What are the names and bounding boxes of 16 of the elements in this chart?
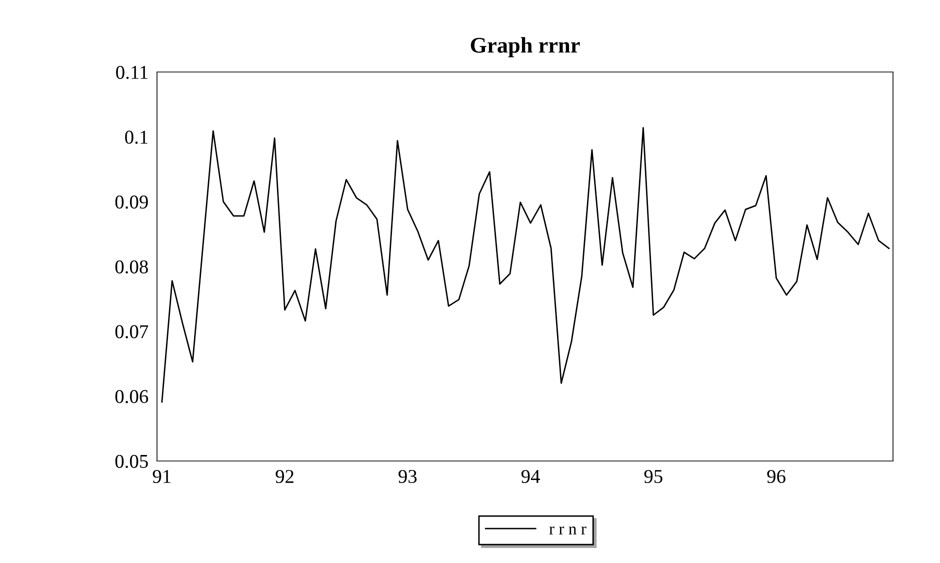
x-tick-label: 92	[276, 470, 294, 484]
x-tick-label: 96	[767, 470, 786, 484]
line-series	[161, 127, 890, 403]
y-tick-label: 0.1	[125, 130, 148, 144]
legend-label: r r n r	[549, 526, 586, 534]
x-tick-label: 93	[398, 470, 417, 484]
y-tick-label: 0.06	[115, 390, 148, 404]
x-tick-label: 94	[521, 470, 540, 484]
y-tick-label: 0.07	[115, 325, 148, 338]
x-tick-label: 95	[644, 470, 662, 484]
y-tick-label: 0.05	[115, 454, 148, 468]
x-tick-label: 91	[152, 470, 170, 484]
y-tick-label: 0.08	[115, 260, 148, 274]
chart-title: Graph rrnr	[470, 37, 580, 58]
y-tick-label: 0.09	[115, 195, 148, 209]
y-tick-label: 0.11	[116, 66, 148, 80]
